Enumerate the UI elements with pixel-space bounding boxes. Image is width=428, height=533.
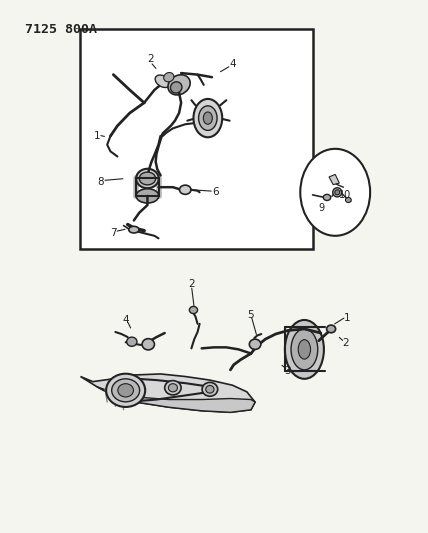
Ellipse shape bbox=[202, 382, 218, 396]
Text: 7: 7 bbox=[110, 228, 117, 238]
Text: 1: 1 bbox=[94, 131, 100, 141]
Text: 4: 4 bbox=[229, 59, 236, 69]
Circle shape bbox=[300, 149, 370, 236]
Text: 1: 1 bbox=[344, 313, 351, 322]
Bar bbox=[80, 29, 312, 248]
Ellipse shape bbox=[118, 384, 134, 397]
Text: 2: 2 bbox=[188, 279, 195, 289]
Polygon shape bbox=[329, 174, 339, 184]
Ellipse shape bbox=[129, 227, 139, 233]
Ellipse shape bbox=[291, 329, 318, 370]
Ellipse shape bbox=[139, 172, 156, 185]
Polygon shape bbox=[97, 387, 255, 413]
Text: 7125 800A: 7125 800A bbox=[25, 23, 97, 36]
Ellipse shape bbox=[112, 379, 140, 402]
Text: 3: 3 bbox=[285, 366, 291, 376]
Ellipse shape bbox=[193, 99, 222, 138]
Text: 9: 9 bbox=[318, 203, 325, 213]
Ellipse shape bbox=[327, 325, 336, 333]
Text: 6: 6 bbox=[213, 187, 220, 197]
Text: 8: 8 bbox=[98, 177, 104, 187]
Text: 4: 4 bbox=[122, 315, 129, 325]
Bar bbox=[136, 179, 158, 196]
Ellipse shape bbox=[206, 385, 214, 393]
Ellipse shape bbox=[142, 338, 155, 350]
Ellipse shape bbox=[127, 337, 137, 346]
Ellipse shape bbox=[136, 189, 159, 203]
Ellipse shape bbox=[189, 306, 198, 313]
Ellipse shape bbox=[285, 320, 324, 379]
Ellipse shape bbox=[333, 188, 342, 197]
Polygon shape bbox=[80, 374, 255, 413]
Ellipse shape bbox=[323, 195, 331, 200]
Ellipse shape bbox=[165, 381, 181, 395]
Ellipse shape bbox=[250, 339, 261, 350]
Text: 10: 10 bbox=[339, 190, 352, 200]
Ellipse shape bbox=[155, 75, 170, 87]
Ellipse shape bbox=[345, 197, 351, 203]
Ellipse shape bbox=[179, 185, 191, 195]
Text: 2: 2 bbox=[147, 54, 154, 64]
Text: 5: 5 bbox=[248, 310, 254, 320]
Ellipse shape bbox=[335, 190, 340, 195]
Ellipse shape bbox=[136, 169, 159, 188]
Ellipse shape bbox=[170, 82, 182, 93]
Ellipse shape bbox=[168, 75, 190, 95]
Ellipse shape bbox=[106, 374, 145, 407]
Text: 2: 2 bbox=[342, 338, 349, 348]
Ellipse shape bbox=[168, 384, 178, 392]
Ellipse shape bbox=[298, 340, 311, 359]
Ellipse shape bbox=[163, 72, 174, 82]
Ellipse shape bbox=[199, 106, 217, 131]
Ellipse shape bbox=[203, 112, 212, 124]
